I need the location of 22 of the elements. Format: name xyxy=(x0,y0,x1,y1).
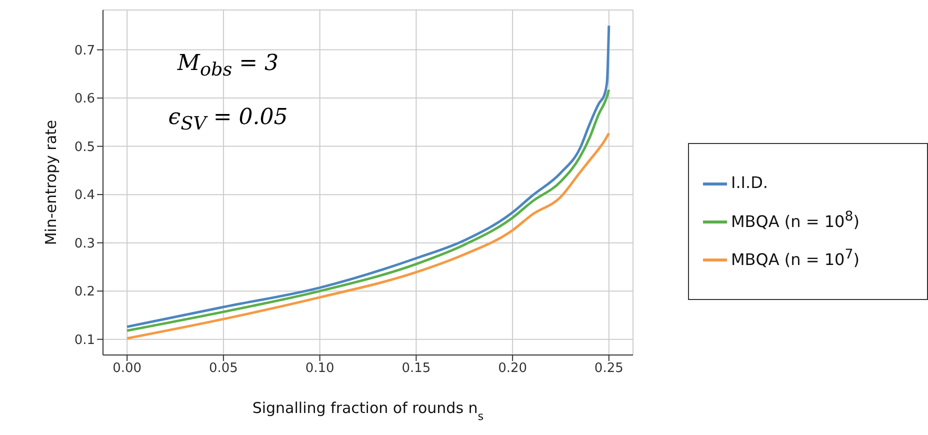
legend-label: I.I.D. xyxy=(731,173,768,192)
line-series xyxy=(126,88,610,332)
y-axis-title: Min-entropy rate xyxy=(42,120,60,246)
line-series xyxy=(126,24,610,328)
x-tick-label: 0.20 xyxy=(498,361,528,376)
parameter-note: M$_{obs}$ = 3 ϵ$_{SV}$ = 0.05 xyxy=(167,50,289,137)
legend-label: MBQA (n = 10$^{8}$) xyxy=(731,209,860,230)
x-tick-label: 0.25 xyxy=(594,361,624,376)
y-tick-label: 0.5 xyxy=(74,140,95,155)
x-tick-label: 0.15 xyxy=(402,361,431,376)
y-tick-label: 0.1 xyxy=(74,332,95,348)
y-tick-label: 0.2 xyxy=(74,284,95,300)
y-tick-label: 0.7 xyxy=(74,43,95,58)
x-axis-title: Signalling fraction of rounds n$_{s}$ xyxy=(252,399,484,422)
legend-label: MBQA (n = 10$^{7}$) xyxy=(731,248,860,269)
x-tick-label: 0.10 xyxy=(305,361,334,376)
x-tick-label: 0.00 xyxy=(112,361,142,376)
line-series xyxy=(126,132,610,340)
y-tick-label: 0.4 xyxy=(74,188,95,204)
y-tick-label: 0.6 xyxy=(74,92,95,107)
x-tick-label: 0.05 xyxy=(208,361,238,376)
y-tick-label: 0.3 xyxy=(74,236,95,252)
